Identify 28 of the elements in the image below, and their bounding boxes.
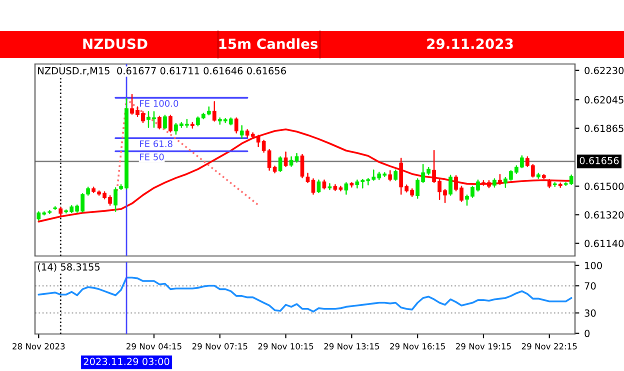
y-tick-label: 0.61140	[584, 240, 624, 248]
y-tick-label: 0.61320	[584, 211, 624, 219]
y-tick-label: 100	[585, 262, 602, 270]
y-tick-label: 70	[584, 282, 596, 290]
annotation: NZDUSD.r,M15 0.61677 0.61711 0.61646 0.61656	[38, 67, 286, 76]
x-tick-label: 29 Nov 07:15	[192, 343, 248, 350]
chart-subtitle: 15m Candles	[219, 38, 318, 50]
x-tick-label: 28 Nov 2023	[12, 343, 65, 350]
ref-line-label: 0.61656	[580, 156, 619, 164]
y-tick-label: 0.61500	[584, 182, 624, 190]
annotation: (14) 58.3155	[38, 263, 100, 272]
x-tick-label: 29 Nov 04:15	[126, 343, 182, 350]
y-tick-label: 0	[584, 330, 590, 338]
series-label: FE 50	[140, 154, 164, 160]
chart-title: NZDUSD	[83, 38, 148, 50]
x-tick-label: 29 Nov 19:15	[456, 343, 511, 350]
ref-line-label: 2023.11.29 03:00	[84, 358, 170, 366]
text: 29.11.2023	[427, 38, 513, 50]
x-tick-label: 29 Nov 22:15	[522, 343, 577, 350]
y-tick-label: 0.62045	[584, 96, 624, 104]
x-tick-label: 29 Nov 10:15	[258, 343, 314, 350]
x-tick-label: 29 Nov 16:15	[390, 343, 445, 350]
series-label: FE 61.8	[140, 140, 172, 148]
x-tick-label: 29 Nov 13:15	[324, 343, 380, 350]
y-tick-label: 30	[584, 309, 596, 317]
y-tick-label: 0.61865	[584, 124, 624, 132]
y-tick-label: 0.62230	[584, 66, 624, 74]
series-label: FE 100.0	[140, 100, 178, 107]
